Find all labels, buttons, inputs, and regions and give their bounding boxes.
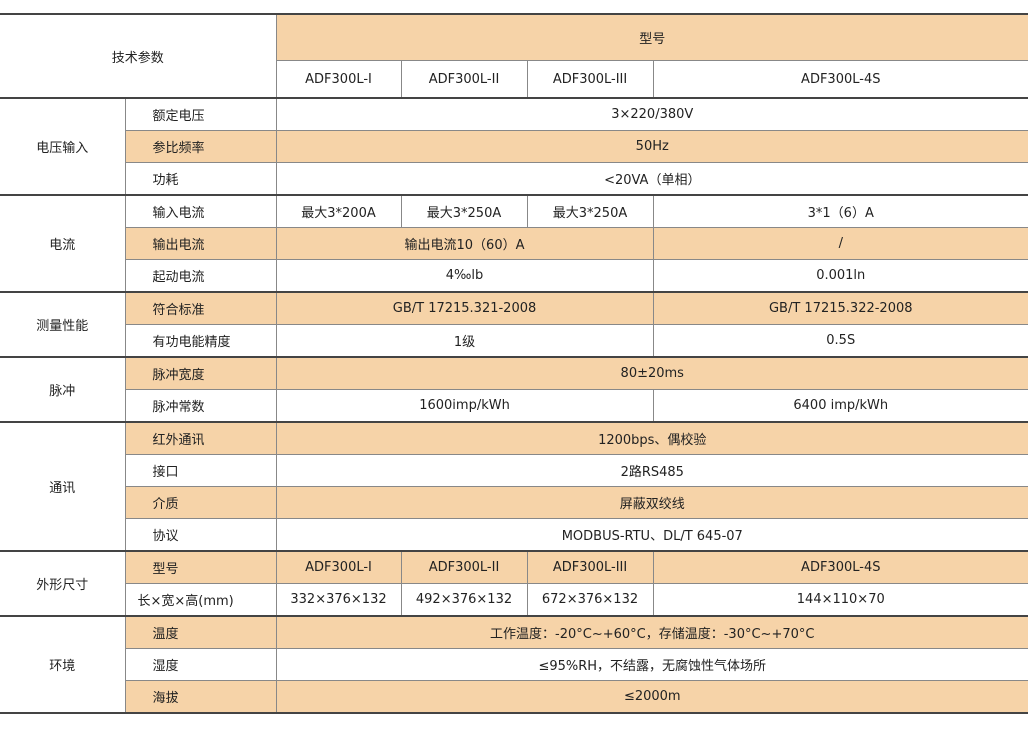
row-label: 型号 bbox=[124, 550, 277, 584]
row-value: 1600imp/kWh bbox=[275, 389, 654, 423]
model-col: ADF300L-III bbox=[526, 60, 654, 99]
model-col: ADF300L-I bbox=[276, 60, 402, 99]
row-label: 额定电压 bbox=[124, 97, 277, 131]
row-value: 最大3*250A bbox=[526, 194, 654, 228]
row-label: 脉冲宽度 bbox=[124, 356, 277, 390]
model-header: 型号 bbox=[275, 13, 1028, 61]
group-label: 电压输入 bbox=[0, 97, 126, 196]
row-label: 输出电流 bbox=[125, 227, 277, 260]
row-value: 80±20ms bbox=[275, 356, 1028, 390]
row-value: 6400 imp/kWh bbox=[652, 389, 1028, 423]
group-label: 通讯 bbox=[0, 421, 126, 552]
row-label: 温度 bbox=[124, 615, 277, 649]
row-value: 2路RS485 bbox=[275, 454, 1028, 487]
group-label: 外形尺寸 bbox=[0, 550, 126, 617]
param-header: 技术参数 bbox=[0, 13, 277, 99]
row-label: 参比频率 bbox=[125, 130, 277, 163]
row-value: ADF300L-I bbox=[275, 550, 402, 584]
row-value: / bbox=[652, 227, 1028, 260]
group-label: 脉冲 bbox=[0, 356, 126, 423]
row-value: 4‰lb bbox=[275, 259, 654, 293]
row-value: 3*1（6）A bbox=[652, 194, 1028, 228]
row-value: <20VA（单相） bbox=[275, 162, 1028, 196]
row-label: 功耗 bbox=[125, 162, 277, 196]
row-value: 最大3*250A bbox=[400, 194, 528, 228]
row-value: 输出电流10（60）A bbox=[275, 227, 654, 260]
row-value: ≤95%RH，不结露，无腐蚀性气体场所 bbox=[275, 648, 1028, 681]
row-label: 脉冲常数 bbox=[125, 389, 277, 423]
row-value: 0.001ln bbox=[652, 259, 1028, 293]
row-value: 50Hz bbox=[275, 130, 1028, 163]
row-label: 符合标准 bbox=[124, 291, 277, 325]
row-value: 最大3*200A bbox=[275, 194, 402, 228]
row-label: 长×宽×高(mm) bbox=[125, 583, 277, 617]
row-label: 起动电流 bbox=[125, 259, 277, 293]
row-value: ADF300L-II bbox=[400, 550, 528, 584]
row-value: 492×376×132 bbox=[400, 583, 528, 617]
row-label: 输入电流 bbox=[124, 194, 277, 228]
row-label: 接口 bbox=[125, 454, 277, 487]
row-label: 海拔 bbox=[125, 680, 277, 714]
row-value: 0.5S bbox=[652, 324, 1028, 358]
row-value: 332×376×132 bbox=[275, 583, 402, 617]
group-label: 电流 bbox=[0, 194, 126, 293]
row-value: ≤2000m bbox=[275, 680, 1028, 714]
row-value: 672×376×132 bbox=[526, 583, 654, 617]
model-col: ADF300L-II bbox=[400, 60, 528, 99]
row-label: 湿度 bbox=[125, 648, 277, 681]
row-value: GB/T 17215.321-2008 bbox=[275, 291, 654, 325]
group-label: 测量性能 bbox=[0, 291, 126, 358]
model-col: ADF300L-4S bbox=[652, 60, 1028, 99]
row-value: ADF300L-4S bbox=[652, 550, 1028, 584]
row-value: 144×110×70 bbox=[652, 583, 1028, 617]
spec-table: 技术参数 型号 ADF300L-I ADF300L-II ADF300L-III ADF… bbox=[0, 13, 1028, 714]
row-value: ADF300L-III bbox=[526, 550, 654, 584]
row-value: 1级 bbox=[275, 324, 654, 358]
row-value: 3×220/380V bbox=[275, 97, 1028, 131]
group-label: 环境 bbox=[0, 615, 126, 714]
row-label: 协议 bbox=[125, 518, 277, 552]
row-label: 介质 bbox=[125, 486, 277, 519]
row-value: 1200bps、偶校验 bbox=[275, 421, 1028, 455]
row-label: 红外通讯 bbox=[124, 421, 277, 455]
row-value: MODBUS-RTU、DL/T 645-07 bbox=[275, 518, 1028, 552]
row-value: 屏蔽双绞线 bbox=[275, 486, 1028, 519]
row-value: GB/T 17215.322-2008 bbox=[652, 291, 1028, 325]
row-value: 工作温度：-20°C~+60°C，存储温度：-30°C~+70°C bbox=[275, 615, 1028, 649]
row-label: 有功电能精度 bbox=[125, 324, 277, 358]
